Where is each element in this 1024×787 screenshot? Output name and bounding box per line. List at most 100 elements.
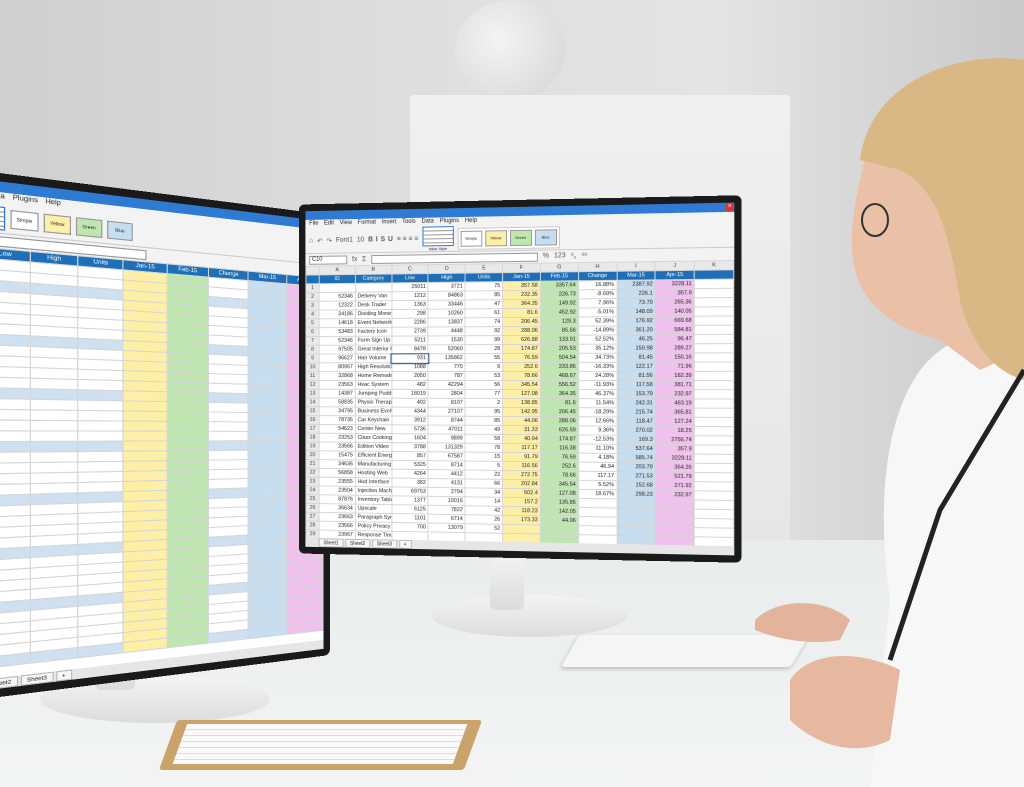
cell[interactable] [30, 420, 78, 431]
cell[interactable]: 61 [465, 309, 502, 318]
cell[interactable]: 42294 [428, 380, 465, 389]
cell[interactable]: 66 [465, 479, 502, 488]
cell[interactable]: 85 [465, 416, 502, 425]
cell[interactable]: 53 [465, 372, 502, 381]
table-style-icon[interactable] [0, 202, 5, 230]
cell[interactable]: 12322 [319, 301, 355, 310]
cell[interactable]: 78.66 [503, 371, 541, 380]
cell[interactable]: 52060 [428, 345, 465, 354]
menu-item-data[interactable]: Data [0, 192, 5, 202]
menu-item-plugins[interactable]: Plugins [440, 218, 459, 225]
function-icon[interactable]: fx [352, 256, 357, 263]
cell[interactable]: 202.84 [503, 479, 541, 488]
row-number[interactable]: 25 [306, 495, 319, 504]
format-button-u[interactable]: U [388, 236, 393, 243]
cell[interactable]: Desk Trader [355, 301, 391, 310]
column-header-d[interactable]: D [428, 264, 465, 273]
column-header-e[interactable]: E [465, 264, 502, 273]
cell[interactable] [0, 441, 30, 452]
cell[interactable]: 56 [465, 380, 502, 389]
cell[interactable] [0, 366, 30, 378]
cell[interactable]: Class Cooking [355, 433, 391, 442]
cell[interactable] [319, 283, 355, 292]
cell[interactable]: 56858 [319, 468, 355, 477]
column-header-a[interactable]: A [319, 266, 355, 275]
cell[interactable] [123, 441, 167, 451]
row-number[interactable]: 1 [306, 284, 319, 293]
cell[interactable]: Hair Volume [355, 354, 391, 363]
cell[interactable]: 34636 [319, 460, 355, 469]
cell[interactable]: 770 [428, 363, 465, 372]
cell[interactable]: 298 [392, 309, 429, 318]
cell[interactable] [208, 450, 248, 460]
cell[interactable]: 626.88 [503, 335, 541, 344]
cell[interactable] [123, 401, 167, 412]
menu-item-edit[interactable]: Edit [324, 220, 334, 227]
cell[interactable]: 34795 [319, 407, 355, 416]
cell[interactable]: 272.75 [503, 470, 541, 479]
cell[interactable]: 96627 [319, 354, 355, 363]
formula-input[interactable] [371, 252, 538, 263]
cell[interactable] [208, 402, 248, 412]
cell[interactable]: 84863 [428, 291, 465, 300]
cell[interactable]: 252.6 [503, 362, 541, 371]
cell[interactable]: 2 [465, 398, 502, 407]
format-button-i[interactable]: I [376, 236, 378, 243]
cell[interactable]: 206.45 [503, 317, 541, 326]
row-number[interactable]: 27 [306, 512, 319, 521]
style-green[interactable]: Green [510, 229, 532, 245]
cell[interactable] [0, 388, 30, 400]
cell[interactable]: 23566 [319, 442, 355, 451]
cell[interactable]: 31.33 [503, 425, 541, 434]
cell[interactable]: 174.87 [503, 344, 541, 353]
cell[interactable]: 382 [392, 478, 429, 487]
row-number[interactable]: 22 [306, 468, 319, 477]
cell[interactable] [248, 412, 286, 422]
cell[interactable]: 23253 [319, 433, 355, 442]
cell[interactable]: Hosting Web [355, 469, 391, 478]
cell[interactable]: Delivery Van [355, 292, 391, 301]
cell[interactable]: 9 [465, 363, 502, 372]
row-number[interactable]: 10 [306, 363, 319, 372]
row-number[interactable]: 5 [306, 319, 319, 328]
cell[interactable]: 34186 [319, 310, 355, 319]
cell[interactable]: 53483 [319, 327, 355, 336]
cell[interactable] [208, 431, 248, 441]
cell[interactable]: Dividing Money [355, 310, 391, 319]
cell[interactable]: 931 [392, 354, 429, 363]
row-number[interactable]: 19 [306, 442, 319, 451]
row-number[interactable]: 3 [306, 301, 319, 310]
cell[interactable]: 2804 [428, 389, 465, 398]
cell[interactable] [208, 412, 248, 422]
cell[interactable] [78, 441, 124, 451]
sheet-tab[interactable]: Sheet1 [319, 538, 344, 547]
cell[interactable]: 138.85 [503, 398, 541, 407]
cell[interactable]: 49 [465, 425, 502, 434]
cell[interactable]: 2739 [392, 327, 429, 336]
cell[interactable]: Form Sign Up [355, 336, 391, 345]
cell[interactable]: 40.94 [503, 434, 541, 443]
left-spreadsheet-grid[interactable]: CodeLowHighUnitsJan-15Feb-15ChangeMar-15… [0, 241, 323, 675]
cell[interactable]: 52346 [319, 292, 355, 301]
cell[interactable] [78, 410, 124, 421]
cell[interactable] [30, 441, 78, 452]
cell[interactable]: 91.79 [503, 452, 541, 461]
cell[interactable] [30, 431, 78, 442]
cell[interactable]: 127.08 [503, 389, 541, 398]
cell[interactable]: 76.59 [503, 353, 541, 362]
cell[interactable] [0, 409, 30, 420]
cell[interactable]: 55 [465, 354, 502, 363]
cell[interactable]: 9899 [428, 434, 465, 443]
cell[interactable]: 75 [465, 282, 502, 291]
row-number[interactable]: 23 [306, 477, 319, 486]
cell[interactable]: High Resolution [355, 363, 391, 372]
cell[interactable]: 1604 [392, 434, 429, 443]
menu-item-tools[interactable]: Tools [402, 219, 416, 226]
cell[interactable]: Great Interior Room [355, 345, 391, 354]
row-number[interactable]: 2 [306, 293, 319, 302]
style-yellow[interactable]: Yellow [485, 230, 507, 246]
cell[interactable] [248, 403, 286, 413]
cell[interactable] [123, 411, 167, 421]
cell[interactable]: 14387 [319, 389, 355, 398]
cell[interactable]: 857 [392, 451, 429, 460]
